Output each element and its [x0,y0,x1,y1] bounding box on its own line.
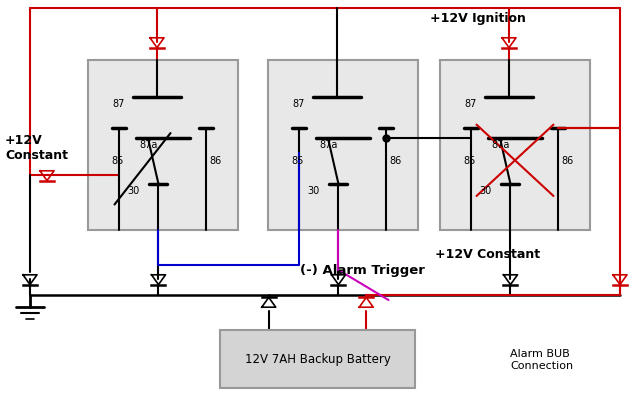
Text: 85: 85 [463,155,476,166]
Text: 12V 7AH Backup Battery: 12V 7AH Backup Battery [245,353,391,365]
Bar [268,60,418,230]
Text: 85: 85 [291,155,304,166]
Text: 86: 86 [389,155,402,166]
Text: 87a: 87a [139,140,157,150]
Text: 85: 85 [111,155,124,166]
Text: +12V Constant: +12V Constant [435,248,540,261]
Bar [440,60,590,230]
Text: +12V Ignition: +12V Ignition [430,12,526,25]
Text: 30: 30 [307,186,319,196]
Text: 87: 87 [292,99,305,109]
Text: 87a: 87a [491,140,509,150]
Text: (-) Alarm Trigger: (-) Alarm Trigger [300,263,425,277]
Text: Alarm BUB
Connection: Alarm BUB Connection [510,349,573,371]
Bar [220,330,415,388]
Text: 87: 87 [112,99,125,109]
Text: 86: 86 [561,155,574,166]
Text: 87a: 87a [319,140,337,150]
Bar [88,60,238,230]
Text: 86: 86 [209,155,222,166]
Text: 30: 30 [127,186,139,196]
Text: +12V
Constant: +12V Constant [5,134,68,162]
Text: 30: 30 [479,186,491,196]
Text: 87: 87 [464,99,477,109]
